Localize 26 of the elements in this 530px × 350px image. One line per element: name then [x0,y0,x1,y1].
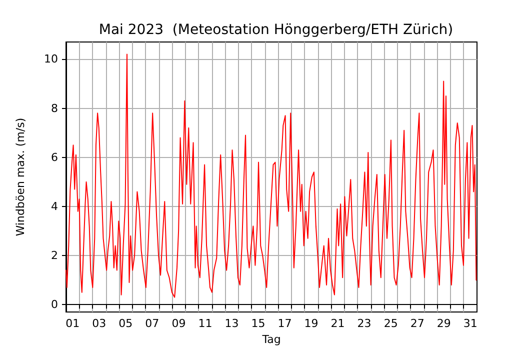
y-tick-label: 10 [44,52,58,66]
x-tick-label: 13 [224,317,239,330]
x-tick-label: 17 [278,317,292,330]
x-axis-title: Tag [261,333,281,346]
x-tick-label: 15 [251,317,266,330]
chart-title: Mai 2023 (Meteostation Hönggerberg/ETH Zürich) [98,22,454,38]
y-tick-label: 0 [51,298,58,312]
x-tick-label: 23 [357,317,372,330]
y-tick-label: 4 [51,200,58,213]
x-tick-label: 01 [66,317,80,330]
x-tick-label: 07 [145,317,160,330]
x-tick-label: 27 [410,317,424,330]
y-axis-title: Windböen max. (m/s) [14,118,27,236]
x-tick-label: 25 [384,317,398,330]
x-tick-label: 29 [436,317,451,330]
x-tick-label: 11 [198,317,212,330]
y-tick-label: 8 [51,102,58,115]
y-tick-label: 6 [51,150,58,164]
x-tick-label: 09 [172,317,186,330]
x-tick-label: 05 [118,317,133,330]
x-tick-label: 03 [92,317,106,330]
y-tick-label: 2 [51,249,58,262]
line-series [66,54,477,298]
x-tick-label: 31 [463,317,478,330]
x-tick-label: 21 [330,317,345,330]
x-tick-label: 19 [304,317,318,330]
